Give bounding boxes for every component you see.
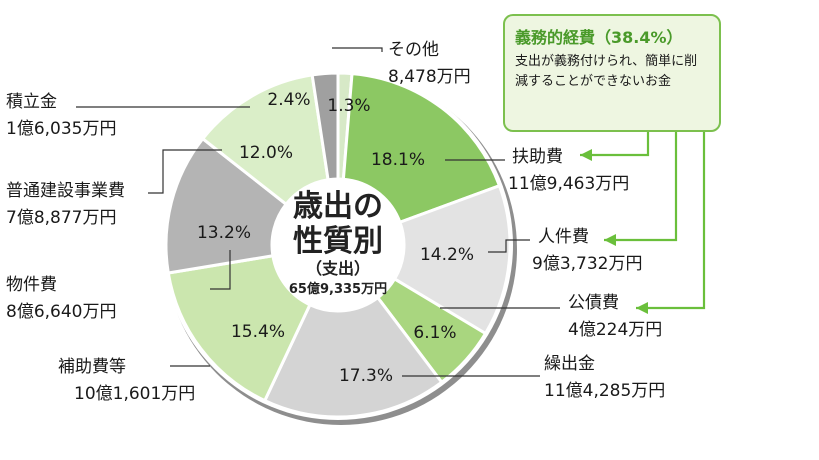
slice-amount-label: 8億6,640万円: [6, 302, 116, 322]
arrow-head: [636, 302, 648, 314]
pie-slice: [166, 254, 312, 403]
slice-name-label: 補助費等: [58, 357, 126, 377]
pie-slice: [262, 295, 444, 419]
slice-amount-label: 1億6,035万円: [6, 119, 116, 139]
percent-label: 12.0%: [239, 143, 293, 163]
percent-label: 15.4%: [231, 322, 285, 342]
slice-name-label: 公債費: [568, 293, 619, 313]
center-total: 65億9,335万円: [289, 281, 387, 297]
slice-amount-label: 7億8,877万円: [6, 208, 116, 228]
center-title-line1: 歳出の: [293, 189, 383, 224]
center-subtitle: （支出）: [306, 259, 370, 278]
leader-line: [148, 149, 222, 194]
pie-slice: [392, 183, 512, 336]
slice-name-label: 繰出金: [544, 354, 595, 374]
leader-line: [488, 239, 530, 253]
callout-title: 義務的経費（38.4%）: [515, 28, 683, 47]
percent-label: 13.2%: [197, 223, 251, 243]
percent-label: 18.1%: [371, 150, 425, 170]
callout-arrow: [636, 132, 706, 310]
percent-label: 14.2%: [420, 245, 474, 265]
percent-label: 17.3%: [339, 366, 393, 386]
slice-amount-label: 11億9,463万円: [508, 174, 629, 194]
percent-label: 6.1%: [413, 323, 456, 343]
pie-slice: [341, 71, 502, 225]
slice-name-label: 扶助費: [512, 147, 563, 167]
slice-name-label: 人件費: [538, 227, 589, 247]
slice-amount-label: 11億4,285万円: [544, 381, 665, 401]
slice-amount-label: 10億1,601万円: [74, 384, 195, 404]
pie-slice: [164, 136, 289, 275]
arrow-head: [580, 149, 592, 161]
arrow-head: [604, 234, 616, 246]
percent-label: 2.4%: [267, 90, 310, 110]
leader-line: [332, 47, 383, 52]
leader-line: [210, 250, 231, 290]
percent-label: 1.3%: [327, 96, 370, 116]
slice-amount-label: 4億224万円: [568, 320, 662, 340]
slice-name-label: 物件費: [6, 275, 57, 295]
center-title-line2: 性質別: [293, 224, 383, 259]
mandatory-expenses-callout: 義務的経費（38.4%） 支出が義務付けられ、簡単に削減することができないお金: [503, 14, 721, 132]
slice-name-label: 普通建設事業費: [6, 181, 125, 201]
slice-amount-label: 8,478万円: [388, 67, 471, 87]
slice-name-label: 積立金: [6, 92, 57, 112]
callout-body: 支出が義務付けられ、簡単に削減することができないお金: [515, 54, 698, 89]
pie-slice: [310, 71, 340, 182]
callout-arrow: [580, 132, 650, 157]
slice-name-label: その他: [388, 40, 439, 60]
callout-arrow: [604, 132, 678, 242]
slice-amount-label: 9億3,732万円: [532, 254, 642, 274]
